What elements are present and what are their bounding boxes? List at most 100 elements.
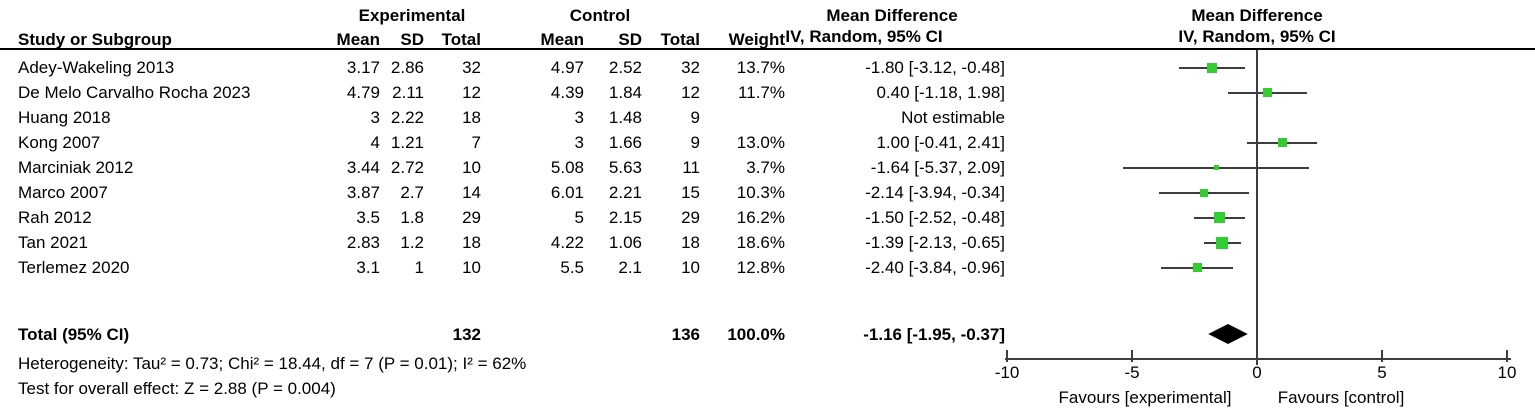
ctrl-sd-value: 2.52	[608, 58, 642, 77]
study-row: Terlemez 2020 3.1 1 10 5.5 2.1 10 12.8% …	[0, 255, 1535, 280]
exp-total-value: 29	[462, 208, 481, 227]
ctrl-sd-value: 2.21	[608, 183, 642, 202]
study-label: Adey-Wakeling 2013	[18, 58, 175, 77]
ci-text: -1.80 [-3.12, -0.48]	[865, 58, 1005, 77]
overall-effect-test: Test for overall effect: Z = 2.88 (P = 0…	[18, 379, 336, 398]
exp-mean-column-header: Mean	[336, 30, 380, 49]
study-label: Marciniak 2012	[18, 158, 134, 177]
ctrl-mean-value: 3	[574, 133, 584, 152]
favours-experimental-label: Favours [experimental]	[1058, 388, 1232, 407]
header-divider-line	[0, 48, 1535, 50]
study-row: Kong 2007 4 1.21 7 3 1.66 9 13.0% 1.00 […	[0, 130, 1535, 155]
exp-mean-value: 3.87	[346, 183, 380, 202]
exp-total-value: 32	[462, 58, 481, 77]
plot-mean-difference-header: Mean Difference	[1191, 6, 1323, 25]
total-ctrl-total: 136	[671, 325, 700, 344]
axis-tick	[1006, 350, 1008, 362]
exp-mean-value: 3.5	[356, 208, 380, 227]
total-label: Total (95% CI)	[18, 325, 130, 344]
exp-total-value: 12	[462, 83, 481, 102]
study-label: De Melo Carvalho Rocha 2023	[18, 83, 251, 102]
study-row: Tan 2021 2.83 1.2 18 4.22 1.06 18 18.6% …	[0, 230, 1535, 255]
exp-total-value: 18	[462, 233, 481, 252]
exp-sd-value: 1.8	[400, 208, 424, 227]
point-estimate-marker	[1192, 263, 1202, 272]
exp-total-column-header: Total	[441, 30, 481, 49]
weight-column-header: Weight	[728, 30, 785, 49]
ctrl-total-value: 12	[681, 83, 700, 102]
point-estimate-marker	[1216, 236, 1229, 249]
axis-tick-label: 10	[1497, 363, 1517, 382]
study-row: Huang 2018 3 2.22 18 3 1.48 9 Not estima…	[0, 105, 1535, 130]
axis-tick-label: -5	[1124, 363, 1140, 382]
ctrl-sd-value: 1.48	[608, 108, 642, 127]
study-row: Rah 2012 3.5 1.8 29 5 2.15 29 16.2% -1.5…	[0, 205, 1535, 230]
exp-total-value: 18	[462, 108, 481, 127]
weight-value: 16.2%	[736, 208, 785, 227]
experimental-group-header: Experimental	[358, 6, 466, 25]
ctrl-total-value: 18	[681, 233, 700, 252]
study-row: Marco 2007 3.87 2.7 14 6.01 2.21 15 10.3…	[0, 180, 1535, 205]
ctrl-mean-value: 5.5	[560, 258, 584, 277]
ci-text: -1.39 [-2.13, -0.65]	[865, 233, 1005, 252]
control-group-header: Control	[569, 6, 631, 25]
exp-sd-value: 2.22	[390, 108, 424, 127]
ctrl-mean-value: 3	[574, 108, 584, 127]
axis-tick-label: 5	[1377, 363, 1387, 382]
study-row: Adey-Wakeling 2013 3.17 2.86 32 4.97 2.5…	[0, 55, 1535, 80]
point-estimate-marker	[1277, 138, 1287, 147]
exp-mean-value: 4.79	[346, 83, 380, 102]
ctrl-sd-value: 1.06	[608, 233, 642, 252]
mean-difference-header: Mean Difference	[826, 6, 958, 25]
ctrl-sd-value: 1.66	[608, 133, 642, 152]
ctrl-total-value: 15	[681, 183, 700, 202]
ctrl-sd-value: 2.15	[608, 208, 642, 227]
ctrl-sd-value: 1.84	[608, 83, 642, 102]
exp-total-value: 7	[471, 133, 481, 152]
study-row: Marciniak 2012 3.44 2.72 10 5.08 5.63 11…	[0, 155, 1535, 180]
study-label: Marco 2007	[18, 183, 108, 202]
ci-text: -1.64 [-5.37, 2.09]	[870, 158, 1005, 177]
plot-iv-method-header: IV, Random, 95% CI	[1178, 27, 1336, 46]
exp-sd-value: 2.86	[390, 58, 424, 77]
ctrl-mean-column-header: Mean	[540, 30, 584, 49]
pooled-effect-diamond	[1208, 324, 1248, 344]
weight-value: 13.0%	[736, 133, 785, 152]
axis-tick	[1131, 350, 1133, 362]
ctrl-mean-value: 5.08	[550, 158, 584, 177]
study-row: De Melo Carvalho Rocha 2023 4.79 2.11 12…	[0, 80, 1535, 105]
ctrl-total-column-header: Total	[660, 30, 700, 49]
ctrl-sd-column-header: SD	[618, 30, 642, 49]
exp-mean-value: 3	[370, 108, 380, 127]
exp-mean-value: 4	[370, 133, 380, 152]
study-label: Tan 2021	[18, 233, 88, 252]
ctrl-mean-value: 4.39	[550, 83, 584, 102]
exp-mean-value: 3.1	[356, 258, 380, 277]
weight-value: 3.7%	[746, 158, 785, 177]
ctrl-sd-value: 5.63	[608, 158, 642, 177]
axis-tick-label: -10	[994, 363, 1020, 382]
exp-sd-value: 1.21	[390, 133, 424, 152]
ci-text: 0.40 [-1.18, 1.98]	[876, 83, 1005, 102]
exp-sd-value: 1.2	[400, 233, 424, 252]
total-ci-text: -1.16 [-1.95, -0.37]	[863, 325, 1005, 344]
ci-text: Not estimable	[901, 108, 1005, 127]
exp-mean-value: 3.44	[346, 158, 380, 177]
ctrl-sd-value: 2.1	[618, 258, 642, 277]
axis-tick	[1381, 350, 1383, 362]
point-estimate-marker	[1262, 88, 1272, 97]
favours-control-label: Favours [control]	[1277, 388, 1405, 407]
exp-total-value: 10	[462, 158, 481, 177]
weight-value: 11.7%	[738, 83, 785, 102]
ctrl-mean-value: 5	[574, 208, 584, 227]
point-estimate-marker	[1199, 188, 1208, 197]
exp-total-value: 10	[462, 258, 481, 277]
exp-sd-value: 2.72	[390, 158, 424, 177]
ctrl-mean-value: 4.97	[550, 58, 584, 77]
study-column-header: Study or Subgroup	[18, 30, 172, 49]
zero-line	[1256, 50, 1258, 365]
exp-sd-value: 2.11	[392, 83, 424, 102]
study-label: Rah 2012	[18, 208, 92, 227]
ci-text: -1.50 [-2.52, -0.48]	[865, 208, 1005, 227]
